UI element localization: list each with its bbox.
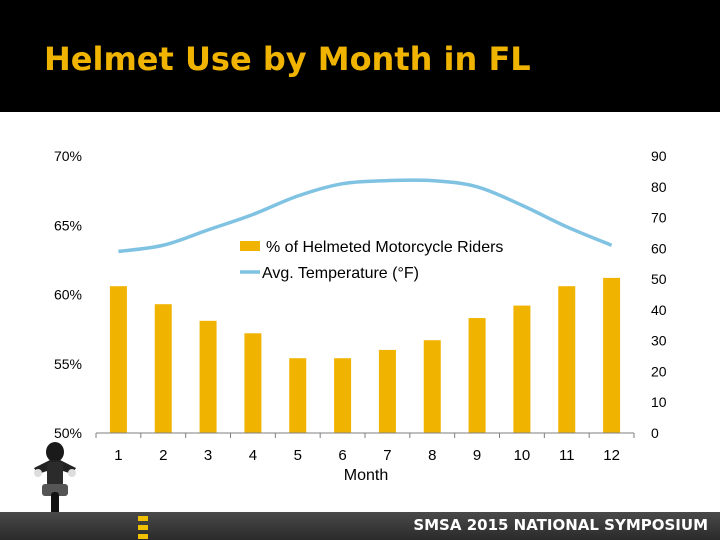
bar	[603, 277, 621, 433]
bar	[199, 320, 217, 433]
right-tick-label: 0	[651, 425, 659, 441]
bar	[289, 358, 307, 433]
left-tick-label: 60%	[54, 287, 82, 303]
bar	[468, 318, 486, 433]
right-tick-label: 60	[651, 240, 667, 256]
right-tick-label: 40	[651, 302, 667, 318]
road-marking	[138, 516, 148, 540]
bar	[423, 340, 441, 433]
footer-caption: SMSA 2015 NATIONAL SYMPOSIUM	[413, 516, 708, 534]
x-tick-label: 3	[204, 447, 212, 464]
right-tick-label: 10	[651, 394, 667, 410]
legend-line-label: Avg. Temperature (°F)	[262, 265, 419, 282]
x-tick-label: 8	[428, 447, 436, 464]
left-tick-label: 55%	[54, 356, 82, 372]
x-tick-label: 2	[159, 447, 167, 464]
right-tick-label: 80	[651, 179, 667, 195]
bar	[154, 304, 172, 433]
legend-bar-label: % of Helmeted Motorcycle Riders	[266, 239, 503, 256]
bar	[334, 358, 352, 433]
x-axis-ticks: 1 2 3 4 5 6 7 8 9 10 11 12	[95, 433, 635, 464]
x-tick-label: 12	[603, 447, 620, 464]
x-tick-label: 9	[473, 447, 481, 464]
page-title: Helmet Use by Month in FL	[44, 40, 531, 78]
x-tick-label: 6	[338, 447, 346, 464]
bar	[513, 305, 531, 433]
right-axis-ticks: 0 10 20 30 40 50 60 70 80 90	[651, 148, 667, 441]
header-bar: Helmet Use by Month in FL	[0, 0, 720, 112]
legend-bar-swatch	[240, 241, 260, 251]
x-tick-label: 11	[559, 447, 575, 464]
x-tick-label: 1	[114, 447, 122, 464]
x-tick-label: 10	[514, 447, 531, 464]
x-axis-label: Month	[344, 467, 388, 484]
left-axis-ticks: 50% 55% 60% 65% 70%	[54, 148, 82, 441]
right-tick-label: 90	[651, 148, 667, 164]
temperature-line	[118, 178, 613, 254]
x-tick-label: 7	[383, 447, 391, 464]
left-tick-label: 50%	[54, 425, 82, 441]
right-tick-label: 70	[651, 210, 667, 226]
bar	[558, 286, 576, 433]
right-tick-label: 30	[651, 333, 667, 349]
bar	[378, 349, 396, 433]
left-tick-label: 65%	[54, 217, 82, 233]
right-tick-label: 50	[651, 271, 667, 287]
bar	[109, 286, 127, 433]
bar-series	[109, 277, 621, 433]
motorcycle-rider-icon	[34, 442, 76, 516]
left-tick-label: 70%	[54, 148, 82, 164]
right-tick-label: 20	[651, 363, 667, 379]
x-tick-label: 4	[249, 447, 257, 464]
x-tick-label: 5	[294, 447, 302, 464]
legend: % of Helmeted Motorcycle Riders Avg. Tem…	[240, 239, 503, 282]
bar	[244, 333, 262, 433]
road-footer	[0, 512, 720, 540]
